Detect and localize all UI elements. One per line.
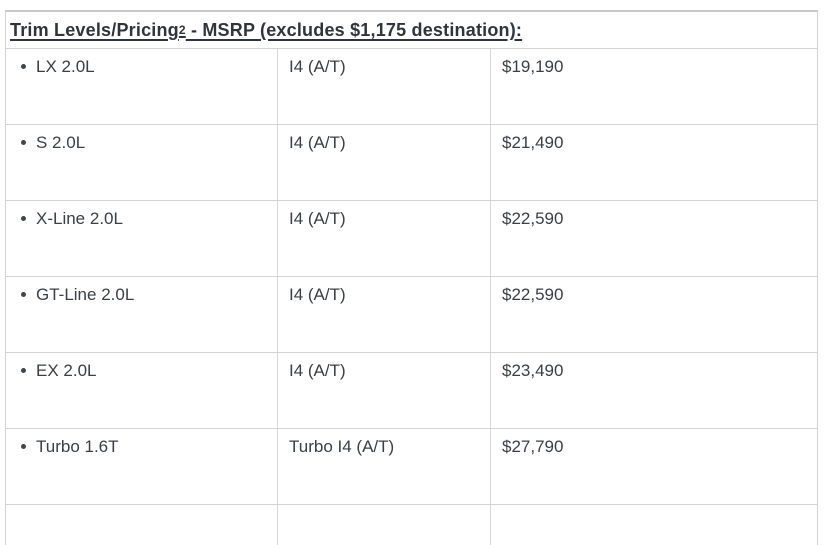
price-cell: $22,590 xyxy=(490,201,817,276)
price-cell: $22,590 xyxy=(490,277,817,352)
table-row: LX 2.0L I4 (A/T) $19,190 xyxy=(6,49,817,125)
bullet-icon xyxy=(21,216,26,221)
table-row: Turbo 1.6T Turbo I4 (A/T) $27,790 xyxy=(6,429,817,505)
trim-cell: S 2.0L xyxy=(6,125,277,200)
price-cell: $27,790 xyxy=(490,429,817,504)
engine-cell: I4 (A/T) xyxy=(277,353,490,428)
bullet-icon xyxy=(21,64,26,69)
table-row: X-Line 2.0L I4 (A/T) $22,590 xyxy=(6,201,817,277)
price-cell: $19,190 xyxy=(490,49,817,124)
trim-cell: EX 2.0L xyxy=(6,353,277,428)
trim-cell: LX 2.0L xyxy=(6,49,277,124)
trim-cell: X-Line 2.0L xyxy=(6,201,277,276)
engine-cell: I4 (A/T) xyxy=(277,277,490,352)
table-row-partial xyxy=(6,505,817,545)
trim-label: LX 2.0L xyxy=(36,57,95,76)
engine-cell xyxy=(277,505,490,545)
trim-cell: GT-Line 2.0L xyxy=(6,277,277,352)
heading-subtitle: - MSRP (excludes $1,175 destination): xyxy=(185,19,523,40)
table-row: GT-Line 2.0L I4 (A/T) $22,590 xyxy=(6,277,817,353)
bullet-icon xyxy=(21,368,26,373)
engine-cell: I4 (A/T) xyxy=(277,49,490,124)
heading-title: Trim Levels/Pricing xyxy=(10,19,179,40)
price-cell: $23,490 xyxy=(490,353,817,428)
trim-cell xyxy=(6,505,277,545)
engine-cell: I4 (A/T) xyxy=(277,201,490,276)
bullet-icon xyxy=(21,140,26,145)
table-heading: Trim Levels/Pricing 2 - MSRP (excludes $1… xyxy=(6,12,817,49)
engine-cell: I4 (A/T) xyxy=(277,125,490,200)
price-cell xyxy=(490,505,817,545)
price-cell: $21,490 xyxy=(490,125,817,200)
trim-label: Turbo 1.6T xyxy=(36,437,119,456)
engine-cell: Turbo I4 (A/T) xyxy=(277,429,490,504)
trim-label: EX 2.0L xyxy=(36,361,97,380)
trim-pricing-table: Trim Levels/Pricing 2 - MSRP (excludes $1… xyxy=(5,10,818,545)
trim-label: S 2.0L xyxy=(36,133,86,152)
table-row: EX 2.0L I4 (A/T) $23,490 xyxy=(6,353,817,429)
table-row: S 2.0L I4 (A/T) $21,490 xyxy=(6,125,817,201)
bullet-icon xyxy=(21,292,26,297)
trim-label: X-Line 2.0L xyxy=(36,209,123,228)
bullet-icon xyxy=(21,444,26,449)
trim-cell: Turbo 1.6T xyxy=(6,429,277,504)
trim-label: GT-Line 2.0L xyxy=(36,285,135,304)
